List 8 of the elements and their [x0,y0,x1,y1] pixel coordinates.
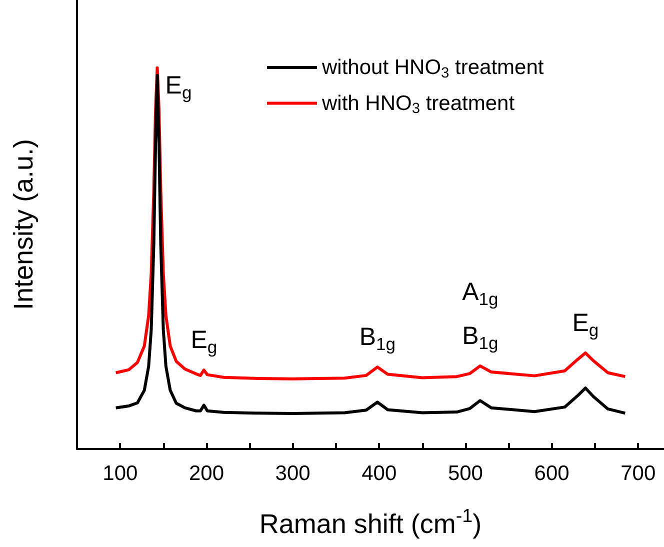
x-tick-label: 600 [534,462,570,485]
x-tick-label: 200 [188,462,224,485]
x-tick-label: 100 [102,462,138,485]
x-tick-label: 700 [620,462,656,485]
x-tick-label: 500 [448,462,483,485]
y-axis-title: Intensity (a.u.) [8,138,38,310]
x-tick-label: 400 [362,462,397,485]
x-tick-label: 300 [275,462,310,485]
